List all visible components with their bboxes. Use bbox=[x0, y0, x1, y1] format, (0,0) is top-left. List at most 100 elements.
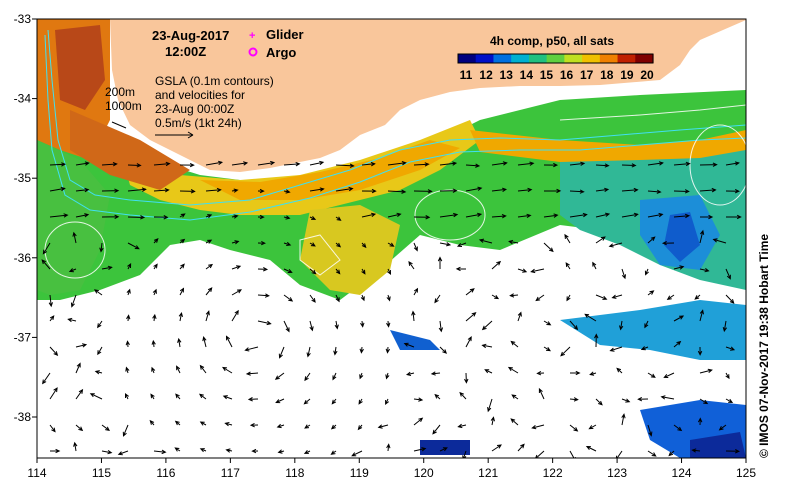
gsla-line-3: 23-Aug 00:00Z bbox=[155, 102, 234, 116]
colorbar-tick-label: 19 bbox=[620, 68, 634, 82]
velocity-arrow bbox=[94, 370, 103, 375]
velocity-arrow bbox=[536, 370, 545, 376]
velocity-arrow bbox=[174, 447, 181, 452]
velocity-arrow bbox=[330, 450, 337, 455]
velocity-arrow bbox=[127, 262, 132, 270]
velocity-arrow bbox=[224, 422, 233, 427]
velocity-arrow bbox=[49, 424, 56, 433]
velocity-arrow bbox=[177, 337, 182, 348]
velocity-arrow bbox=[358, 398, 363, 405]
velocity-arrow bbox=[413, 242, 418, 252]
velocity-arrow bbox=[122, 424, 129, 437]
velocity-arrow bbox=[75, 424, 84, 432]
velocity-arrow bbox=[75, 362, 81, 374]
velocity-arrow bbox=[222, 366, 233, 374]
velocity-arrow bbox=[543, 346, 552, 352]
velocity-arrow bbox=[413, 287, 419, 296]
velocity-arrow bbox=[101, 265, 113, 271]
lon-tick-label: 123 bbox=[607, 466, 627, 480]
velocity-arrow bbox=[725, 372, 730, 380]
velocity-arrow bbox=[75, 343, 88, 348]
velocity-arrow bbox=[595, 398, 603, 406]
velocity-arrow bbox=[569, 189, 585, 194]
velocity-arrow bbox=[725, 398, 734, 403]
velocity-arrow bbox=[385, 398, 390, 406]
velocity-arrow bbox=[640, 346, 649, 351]
velocity-arrow bbox=[644, 320, 649, 329]
velocity-arrow bbox=[231, 188, 239, 193]
velocity-arrow bbox=[673, 265, 685, 270]
velocity-arrow bbox=[360, 294, 365, 302]
velocity-arrow bbox=[309, 242, 316, 247]
velocity-arrow bbox=[231, 309, 239, 322]
circle-icon bbox=[248, 47, 258, 57]
velocity-arrow bbox=[408, 260, 415, 270]
velocity-arrow bbox=[437, 256, 443, 269]
velocity-arrow bbox=[673, 161, 691, 167]
velocity-arrow bbox=[478, 238, 493, 244]
velocity-arrow bbox=[543, 188, 562, 194]
lon-tick-label: 124 bbox=[672, 466, 692, 480]
velocity-arrow bbox=[89, 393, 103, 400]
velocity-arrow bbox=[712, 238, 727, 244]
velocity-arrow bbox=[335, 216, 342, 221]
latitude-axis: -33 -34 -35 -36 -37 -38 bbox=[14, 12, 37, 424]
velocity-arrow bbox=[508, 239, 519, 245]
colorbar-swatch bbox=[511, 54, 530, 63]
velocity-arrow bbox=[484, 369, 493, 374]
velocity-arrow bbox=[699, 229, 705, 244]
velocity-arrow bbox=[647, 372, 656, 378]
velocity-arrow bbox=[75, 161, 90, 166]
velocity-arrow bbox=[385, 346, 391, 354]
velocity-arrow bbox=[465, 163, 481, 168]
velocity-arrow bbox=[517, 311, 522, 322]
velocity-arrow bbox=[644, 268, 649, 276]
velocity-arrow bbox=[309, 268, 317, 275]
velocity-arrow bbox=[179, 213, 186, 218]
velocity-arrow bbox=[609, 346, 623, 352]
argo-legend: Argo bbox=[248, 45, 296, 60]
colorbar-tick-label: 14 bbox=[520, 68, 534, 82]
velocity-arrow bbox=[377, 424, 389, 429]
velocity-arrow bbox=[225, 335, 233, 348]
velocity-arrow bbox=[68, 268, 77, 273]
isobath-lines bbox=[44, 29, 746, 221]
velocity-arrow bbox=[487, 398, 493, 413]
velocity-arrow bbox=[490, 416, 495, 426]
velocity-arrow bbox=[517, 443, 525, 452]
velocity-arrow bbox=[699, 309, 704, 322]
velocity-arrow bbox=[199, 421, 207, 426]
velocity-arrow bbox=[616, 367, 623, 374]
velocity-arrow bbox=[432, 424, 441, 435]
velocity-arrow bbox=[543, 320, 552, 326]
velocity-arrow bbox=[179, 263, 185, 270]
lat-tick-label: -37 bbox=[14, 330, 32, 344]
velocity-arrow bbox=[205, 160, 224, 166]
velocity-arrow bbox=[673, 213, 691, 219]
colorbar-swatch bbox=[582, 54, 601, 63]
velocity-arrow bbox=[673, 315, 685, 322]
velocity-arrow bbox=[357, 424, 363, 431]
velocity-arrow bbox=[205, 287, 213, 296]
velocity-arrow bbox=[333, 346, 338, 356]
velocity-arrow bbox=[386, 320, 391, 328]
velocity-arrow bbox=[153, 449, 167, 455]
velocity-arrow bbox=[569, 212, 588, 218]
velocity-arrow bbox=[434, 393, 441, 400]
velocity-arrow bbox=[691, 448, 701, 453]
velocity-arrow bbox=[507, 366, 519, 374]
colorbar-swatch bbox=[493, 54, 512, 63]
velocity-arrow bbox=[569, 424, 579, 432]
velocity-arrow bbox=[117, 450, 129, 456]
velocity-arrow bbox=[361, 268, 366, 275]
velocity-arrow bbox=[351, 450, 363, 457]
velocity-arrow bbox=[413, 189, 433, 194]
velocity-arrow bbox=[225, 448, 233, 453]
velocity-arrow bbox=[621, 398, 631, 403]
velocity-arrow bbox=[647, 161, 664, 166]
colorbar-tick-label: 18 bbox=[600, 68, 614, 82]
velocity-arrow bbox=[434, 294, 441, 304]
velocity-arrow bbox=[331, 398, 337, 405]
velocity-arrow bbox=[50, 448, 61, 454]
velocity-arrow bbox=[413, 215, 431, 220]
